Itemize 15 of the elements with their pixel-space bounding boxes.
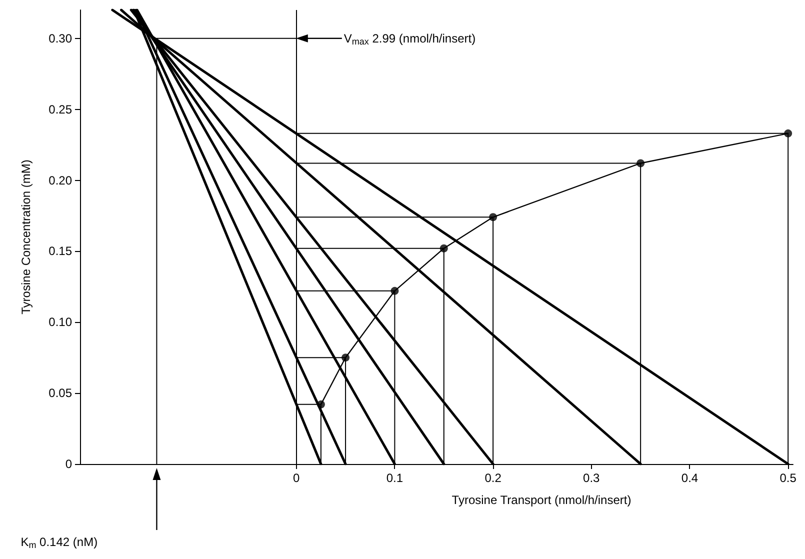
x-axis-title: Tyrosine Transport (nmol/h/insert)	[452, 493, 632, 507]
y-tick-label: 0.20	[48, 173, 72, 188]
y-tick-label: 0.05	[48, 386, 72, 400]
y-axis-title: Tyrosine Concentration (mM)	[19, 160, 33, 314]
y-tick-label: 0.15	[48, 244, 72, 258]
y-tick-label: 0	[65, 457, 72, 471]
x-tick-label: 0.3	[583, 471, 600, 485]
y-tick-label: 0.30	[48, 31, 72, 46]
x-tick-label: 0.2	[484, 471, 502, 485]
x-tick-label: 0	[293, 471, 300, 485]
y-tick-label: 0.10	[48, 315, 72, 330]
x-tick-label: 0.1	[386, 471, 404, 485]
x-tick-label: 0.4	[681, 471, 698, 485]
x-tick-label: 0.5	[780, 471, 797, 485]
y-tick-label: 0.25	[48, 102, 72, 116]
